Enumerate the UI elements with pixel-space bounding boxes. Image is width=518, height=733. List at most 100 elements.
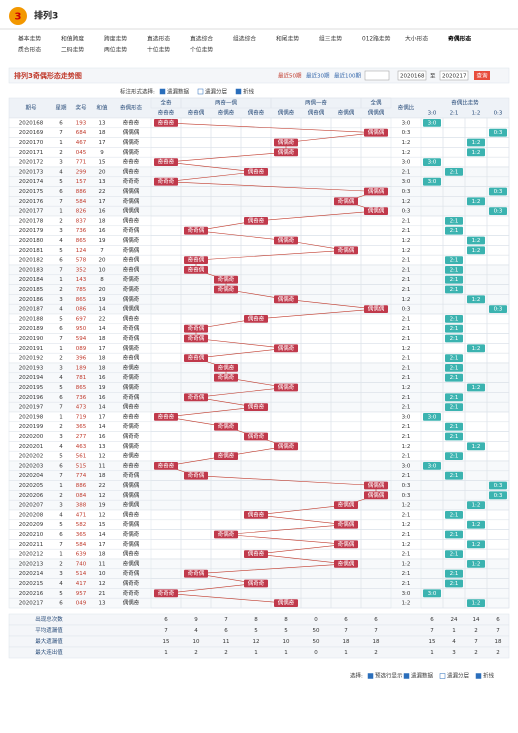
cell-text: 偶偶偶 xyxy=(123,207,140,215)
stat-value: 1 xyxy=(344,650,348,656)
stat-value: 0 xyxy=(314,617,318,623)
nav-tab[interactable]: 直选综合 xyxy=(190,35,213,43)
cell-text: 684 xyxy=(76,130,87,136)
cell-text: 21 xyxy=(99,591,106,597)
checkbox[interactable] xyxy=(197,88,204,95)
pattern-hit-text: 偶偶奇 xyxy=(278,442,295,450)
to-input[interactable] xyxy=(439,70,469,81)
cell-text: 2 xyxy=(59,493,63,499)
cell-text: 偶奇奇 xyxy=(123,550,140,558)
nav-tab[interactable]: 奇偶形态 xyxy=(448,35,471,43)
grid-cell xyxy=(486,597,510,609)
pattern-hit-text: 偶奇奇 xyxy=(248,550,265,558)
footer-label: 选择: xyxy=(350,672,363,680)
cell-text: 奇偶偶 xyxy=(123,197,140,205)
query-button[interactable] xyxy=(474,71,490,80)
cell-text: 2020196 xyxy=(19,395,44,401)
query-text[interactable]: 查询 xyxy=(476,72,488,80)
stat-value: 6 xyxy=(430,617,434,623)
cell-text: 15 xyxy=(99,160,106,166)
checkbox[interactable] xyxy=(403,673,410,679)
to-label: 至 xyxy=(430,73,436,80)
cell-text: 奇偶奇 xyxy=(123,285,140,293)
checkbox[interactable] xyxy=(439,673,446,679)
pattern-hit-text: 奇偶偶 xyxy=(338,197,355,205)
nav-tab[interactable]: 和尾走势 xyxy=(276,35,299,43)
cell-text: 143 xyxy=(76,277,87,283)
nav-tab[interactable]: 直选形态 xyxy=(147,35,170,43)
logo-text: 3 xyxy=(15,12,22,23)
ratio-col-header: 3:0 xyxy=(428,111,437,117)
cell-text: 2020173 xyxy=(19,169,44,175)
from-input[interactable] xyxy=(397,70,427,81)
cell-text: 10 xyxy=(99,267,106,273)
cell-text: 2020174 xyxy=(19,179,44,185)
stat-value: 15 xyxy=(429,639,436,645)
nav-tab[interactable]: 大小形态 xyxy=(405,35,428,43)
ratio-text: 2:1 xyxy=(402,218,411,224)
checkbox[interactable] xyxy=(159,88,166,95)
checkbox[interactable] xyxy=(235,88,242,95)
ratio-text: 0:3 xyxy=(402,483,411,489)
checkbox[interactable] xyxy=(475,673,482,679)
cell-text: 8 xyxy=(100,277,104,283)
nav-tab[interactable]: 012路走势 xyxy=(362,35,391,43)
nav-tab[interactable]: 组选综合 xyxy=(233,35,256,43)
cell-text: 偶奇奇 xyxy=(123,314,140,322)
cell-text: 17 xyxy=(99,199,106,205)
range-option[interactable]: 最近100期 xyxy=(334,72,361,80)
ratio-hit-text: 2:1 xyxy=(450,336,459,342)
nav-tab[interactable]: 二码走势 xyxy=(61,46,84,54)
nav-tab[interactable]: 组三走势 xyxy=(319,35,342,43)
cell-text: 736 xyxy=(76,228,87,234)
group-cell xyxy=(360,97,392,109)
cell-text: 18 xyxy=(99,218,106,224)
pattern-hit xyxy=(184,393,208,402)
checkbox[interactable] xyxy=(367,673,374,679)
ratio-hit xyxy=(489,207,507,215)
cell-text: 13 xyxy=(99,444,106,450)
pattern-header: 奇奇偶 xyxy=(188,109,205,117)
stat-label: 最大连出值 xyxy=(35,648,63,656)
nav-tab[interactable]: 跨度走势 xyxy=(104,35,127,43)
ratio-hit xyxy=(467,383,485,392)
ratio-hit xyxy=(467,236,485,245)
nav-tab[interactable]: 个位走势 xyxy=(190,46,213,54)
nav-tab[interactable]: 十位走势 xyxy=(147,46,170,54)
pattern-hit-text: 偶偶偶 xyxy=(368,305,385,313)
range-option[interactable]: 最近30期 xyxy=(306,72,330,80)
ratio-hit xyxy=(445,275,463,284)
cell-text: 13 xyxy=(99,601,106,607)
ratio-hit-text: 1:2 xyxy=(472,385,481,391)
cell-text: 13 xyxy=(99,120,106,126)
nav-tab[interactable]: 质合形态 xyxy=(18,46,41,54)
pattern-hit xyxy=(274,442,298,451)
cell-text: 1 xyxy=(59,552,63,558)
cell-text: 3 xyxy=(59,365,63,371)
select-box[interactable] xyxy=(364,70,390,81)
ratio-hit xyxy=(445,511,463,519)
cell-text: 826 xyxy=(76,209,87,215)
cell-text: 352 xyxy=(76,267,87,273)
cell-text: 4 xyxy=(59,375,63,381)
pattern-hit xyxy=(214,364,238,372)
pattern-hit xyxy=(214,530,238,539)
stat-value: 1 xyxy=(254,650,258,656)
ratio-text: 1:2 xyxy=(402,385,411,391)
logo-icon xyxy=(9,7,27,25)
ratio-hit-text: 2:1 xyxy=(450,571,459,577)
cell-text: 2020192 xyxy=(19,356,44,362)
nav-tab[interactable]: 两位走势 xyxy=(104,46,127,54)
stat-value: 18 xyxy=(343,639,350,645)
ratio-hit xyxy=(445,354,463,362)
range-option[interactable]: 最近50期 xyxy=(278,72,302,80)
cell-text: 奇奇奇 xyxy=(123,158,140,166)
nav-tab[interactable]: 和值跨度 xyxy=(61,35,84,43)
cell-text: 2020204 xyxy=(19,473,44,479)
stat-value: 6 xyxy=(224,628,228,634)
cell-text: 2020191 xyxy=(19,346,44,352)
stat-value: 10 xyxy=(283,639,290,645)
ratio-text: 3:0 xyxy=(402,591,411,597)
cell-text: 3 xyxy=(59,571,63,577)
nav-tab[interactable]: 基本走势 xyxy=(18,35,41,43)
